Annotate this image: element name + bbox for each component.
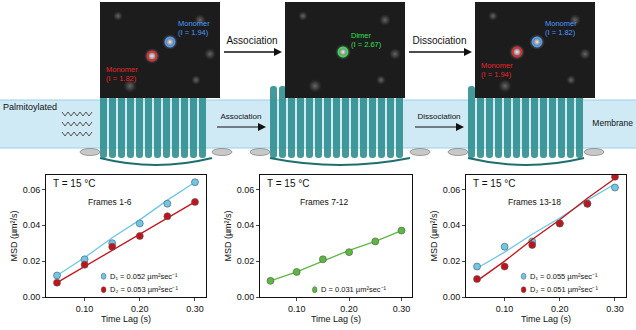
svg-text:D₂ = 0.051 µm²sec⁻¹: D₂ = 0.051 µm²sec⁻¹ [530,285,598,294]
svg-text:Association: Association [221,112,262,121]
svg-text:(I = 1.94): (I = 1.94) [178,28,209,37]
svg-text:0.00: 0.00 [23,292,41,302]
svg-text:T = 15 °C: T = 15 °C [53,178,95,189]
svg-text:0.04: 0.04 [237,220,255,230]
svg-text:MSD (µm²/s): MSD (µm²/s) [429,210,439,261]
svg-text:0.10: 0.10 [288,304,306,314]
svg-text:Frames 7-12: Frames 7-12 [300,197,348,207]
svg-text:0.00: 0.00 [443,292,461,302]
svg-text:D₁ = 0.052 µm²sec⁻¹: D₁ = 0.052 µm²sec⁻¹ [110,272,178,281]
svg-text:Dimer: Dimer [351,31,372,40]
svg-text:0.10: 0.10 [76,304,94,314]
svg-text:0.30: 0.30 [186,304,204,314]
svg-text:Palmitoylated: Palmitoylated [3,102,57,112]
svg-text:0.02: 0.02 [443,256,461,266]
svg-text:MSD (µm²/s): MSD (µm²/s) [9,210,19,261]
svg-text:(I = 1.82): (I = 1.82) [106,74,137,83]
svg-text:Frames 13-18: Frames 13-18 [508,197,561,207]
svg-text:Frames 1-6: Frames 1-6 [88,197,132,207]
svg-text:D₁ = 0.055 µm²sec⁻¹: D₁ = 0.055 µm²sec⁻¹ [530,272,598,281]
svg-text:0.00: 0.00 [237,292,255,302]
svg-text:Membrane: Membrane [592,118,633,128]
svg-text:(I = 1.94): (I = 1.94) [481,70,512,79]
svg-text:Dissociation: Dissociation [413,35,467,46]
svg-text:Time Lag (s): Time Lag (s) [101,314,151,324]
svg-text:0.30: 0.30 [606,304,624,314]
svg-text:0.20: 0.20 [131,304,149,314]
svg-text:Monomer: Monomer [106,65,138,74]
svg-text:(I = 1.82): (I = 1.82) [545,28,576,37]
svg-text:D = 0.031 µm²sec⁻¹: D = 0.031 µm²sec⁻¹ [321,285,387,294]
svg-text:0.06: 0.06 [237,185,255,195]
svg-text:0.06: 0.06 [23,185,41,195]
svg-text:Monomer: Monomer [545,19,577,28]
svg-text:0.20: 0.20 [551,304,569,314]
svg-text:0.02: 0.02 [237,256,255,266]
svg-text:0.30: 0.30 [393,304,411,314]
svg-text:0.04: 0.04 [23,220,41,230]
svg-text:0.10: 0.10 [496,304,514,314]
svg-text:0.20: 0.20 [340,304,358,314]
svg-text:D₂ = 0.053 µm²sec⁻¹: D₂ = 0.053 µm²sec⁻¹ [110,285,178,294]
svg-text:T = 15 °C: T = 15 °C [473,178,515,189]
svg-text:Association: Association [226,35,277,46]
svg-text:0.06: 0.06 [443,185,461,195]
svg-text:Time Lag (s): Time Lag (s) [311,314,361,324]
svg-text:0.04: 0.04 [443,220,461,230]
svg-text:(I = 2.67): (I = 2.67) [351,40,382,49]
svg-text:Monomer: Monomer [481,61,513,70]
svg-text:MSD (µm²/s): MSD (µm²/s) [223,210,233,261]
svg-text:Dissociation: Dissociation [417,112,460,121]
svg-text:T = 15 °C: T = 15 °C [267,178,309,189]
svg-text:Monomer: Monomer [178,19,210,28]
svg-text:0.02: 0.02 [23,256,41,266]
svg-text:Time Lag (s): Time Lag (s) [521,314,571,324]
